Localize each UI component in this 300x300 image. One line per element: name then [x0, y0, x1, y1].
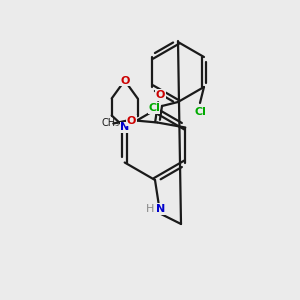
- Text: Cl: Cl: [194, 107, 206, 117]
- Text: H: H: [146, 204, 154, 214]
- Text: O: O: [127, 116, 136, 125]
- Text: N: N: [120, 122, 129, 133]
- Text: CH₃: CH₃: [101, 118, 119, 128]
- Text: Cl: Cl: [148, 103, 160, 113]
- Text: N: N: [156, 204, 166, 214]
- Text: O: O: [156, 89, 165, 100]
- Text: O: O: [120, 76, 129, 85]
